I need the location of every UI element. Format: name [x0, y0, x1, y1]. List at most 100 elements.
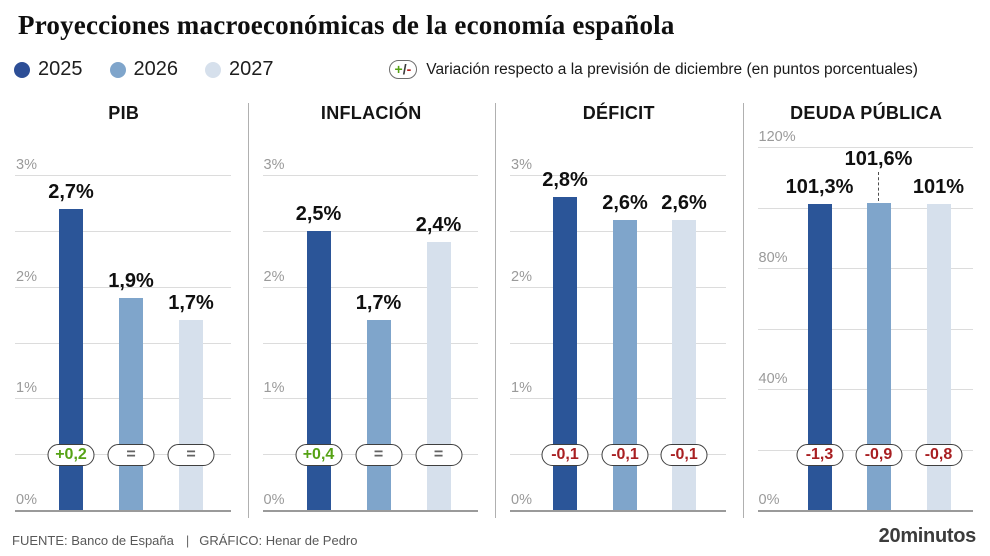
gridline — [757, 147, 973, 148]
value-label: 2,5% — [295, 202, 342, 225]
gridline — [262, 230, 478, 232]
y-tick-label: 0% — [511, 492, 532, 508]
legend-dot-2025-icon — [14, 61, 30, 78]
delta-badge: -0,1 — [660, 444, 708, 466]
page-title: Proyecciones macroeconómicas de la econo… — [18, 10, 675, 40]
delta-badge: -0,9 — [855, 444, 902, 466]
panel-divider — [742, 103, 744, 518]
footer: FUENTE: Banco de España | GRÁFICO: Henar d… — [12, 525, 976, 548]
gridline — [757, 207, 973, 209]
delta-badge: -1,3 — [796, 444, 843, 466]
value-label: 2,8% — [542, 169, 588, 192]
legend: 2025 2026 2027 +/- Variación respecto a … — [14, 58, 980, 81]
y-tick-label: 3% — [16, 157, 37, 173]
panel-title: DÉFICIT — [582, 103, 655, 123]
value-label: 2,6% — [661, 191, 707, 214]
delta-badge: -0,1 — [601, 444, 649, 466]
panel-divider — [247, 103, 249, 518]
gridline — [510, 175, 726, 176]
x-axis-line — [262, 510, 478, 512]
y-tick-label: 0% — [758, 492, 780, 508]
bar-2026 — [366, 320, 391, 510]
variation-note: +/- Variación respecto a la previsión de… — [388, 60, 918, 79]
footer-separator: | — [185, 533, 190, 548]
y-tick-label: 40% — [758, 371, 788, 387]
panel-d-ficit: DÉFICIT 0% 1% 2% 3% 2,8% -0,1 2,6% -0,1 2,6% -0,1 — [495, 95, 743, 520]
y-tick-label: 1% — [511, 380, 532, 397]
y-tick-label: 1% — [16, 380, 37, 397]
delta-badge: = — [107, 444, 155, 466]
plus-minus-icon: +/- — [388, 60, 418, 79]
bar-2026 — [613, 219, 637, 510]
minus-sign: - — [406, 61, 412, 77]
gridline — [262, 175, 478, 176]
x-axis-line — [510, 510, 726, 512]
delta-badge: +0,4 — [295, 444, 342, 466]
y-tick-label: 2% — [263, 268, 285, 285]
panel-inflaci-n: INFLACIÓN 0% 1% 2% 3% 2,5% +0,4 1,7% = 2,4% = — [247, 95, 496, 520]
panel-deuda-p-blica: DEUDA PÚBLICA 0% 40% 80% 120% 101,3% -1,3 101,6… — [742, 95, 990, 520]
delta-badge: -0,1 — [541, 444, 589, 466]
x-axis-line — [15, 510, 231, 512]
delta-badge: +0,2 — [47, 444, 95, 466]
y-tick-label: 0% — [16, 492, 37, 508]
legend-item-2027: 2027 — [205, 58, 274, 81]
bar-2027 — [672, 219, 696, 510]
value-label: 101,6% — [844, 147, 913, 170]
x-axis-line — [757, 510, 973, 512]
delta-badge: = — [415, 444, 462, 466]
bar-2027 — [426, 242, 451, 510]
bar-2026 — [119, 297, 143, 510]
legend-label-2025: 2025 — [38, 58, 83, 80]
delta-badge: -0,8 — [915, 444, 962, 466]
gridline — [757, 389, 973, 390]
value-label: 1,9% — [108, 269, 154, 292]
plus-sign: + — [394, 61, 403, 77]
gridline — [15, 286, 231, 288]
y-tick-label: 3% — [263, 157, 285, 173]
value-label: 101,3% — [785, 175, 854, 198]
legend-label-2026: 2026 — [133, 58, 179, 80]
delta-badge: = — [167, 444, 215, 466]
legend-item-2025: 2025 — [14, 58, 83, 81]
value-label: 1,7% — [355, 292, 402, 315]
panel-title: PIB — [108, 103, 140, 123]
chart-panels: PIB 0% 1% 2% 3% 2,7% +0,2 1,9% = 1,7% = INFLACIÓN 0%… — [0, 95, 990, 520]
panel-title: DEUDA PÚBLICA — [790, 103, 943, 123]
source-credit: FUENTE: Banco de España | GRÁFICO: Henar d… — [12, 533, 357, 548]
legend-label-2027: 2027 — [229, 58, 274, 80]
panel-divider — [495, 103, 496, 518]
value-label: 2,7% — [48, 180, 94, 203]
legend-item-2026: 2026 — [109, 58, 179, 81]
gridline — [757, 328, 973, 330]
y-tick-label: 120% — [758, 129, 796, 145]
legend-dot-2026-icon — [109, 61, 126, 78]
note-text: Variación respecto a la previsión de dic… — [426, 60, 918, 78]
value-label: 2,6% — [602, 191, 648, 214]
y-tick-label: 3% — [511, 157, 532, 173]
y-tick-label: 0% — [263, 492, 285, 508]
bar-2025 — [306, 230, 331, 510]
brand-logo: 20minutos — [878, 525, 977, 547]
credit-text: GRÁFICO: Henar de Pedro — [199, 533, 358, 548]
delta-badge: = — [355, 444, 402, 466]
y-tick-label: 80% — [758, 250, 788, 266]
value-label: 1,7% — [168, 292, 214, 315]
bar-2027 — [179, 320, 203, 510]
y-tick-label: 1% — [263, 380, 285, 397]
legend-dot-2027-icon — [205, 61, 221, 78]
gridline — [262, 286, 478, 288]
value-label: 101% — [912, 176, 965, 199]
gridline — [757, 268, 973, 269]
y-tick-label: 2% — [511, 268, 532, 285]
gridline — [15, 230, 231, 232]
panel-title: INFLACIÓN — [320, 103, 422, 123]
y-tick-label: 2% — [16, 268, 37, 285]
label-connector-line — [877, 171, 879, 201]
value-label: 2,4% — [415, 214, 462, 236]
panel-pib: PIB 0% 1% 2% 3% 2,7% +0,2 1,9% = 1,7% = — [0, 95, 248, 520]
gridline — [15, 175, 231, 176]
slash-sign: / — [402, 61, 407, 77]
source-text: FUENTE: Banco de España — [12, 533, 174, 548]
